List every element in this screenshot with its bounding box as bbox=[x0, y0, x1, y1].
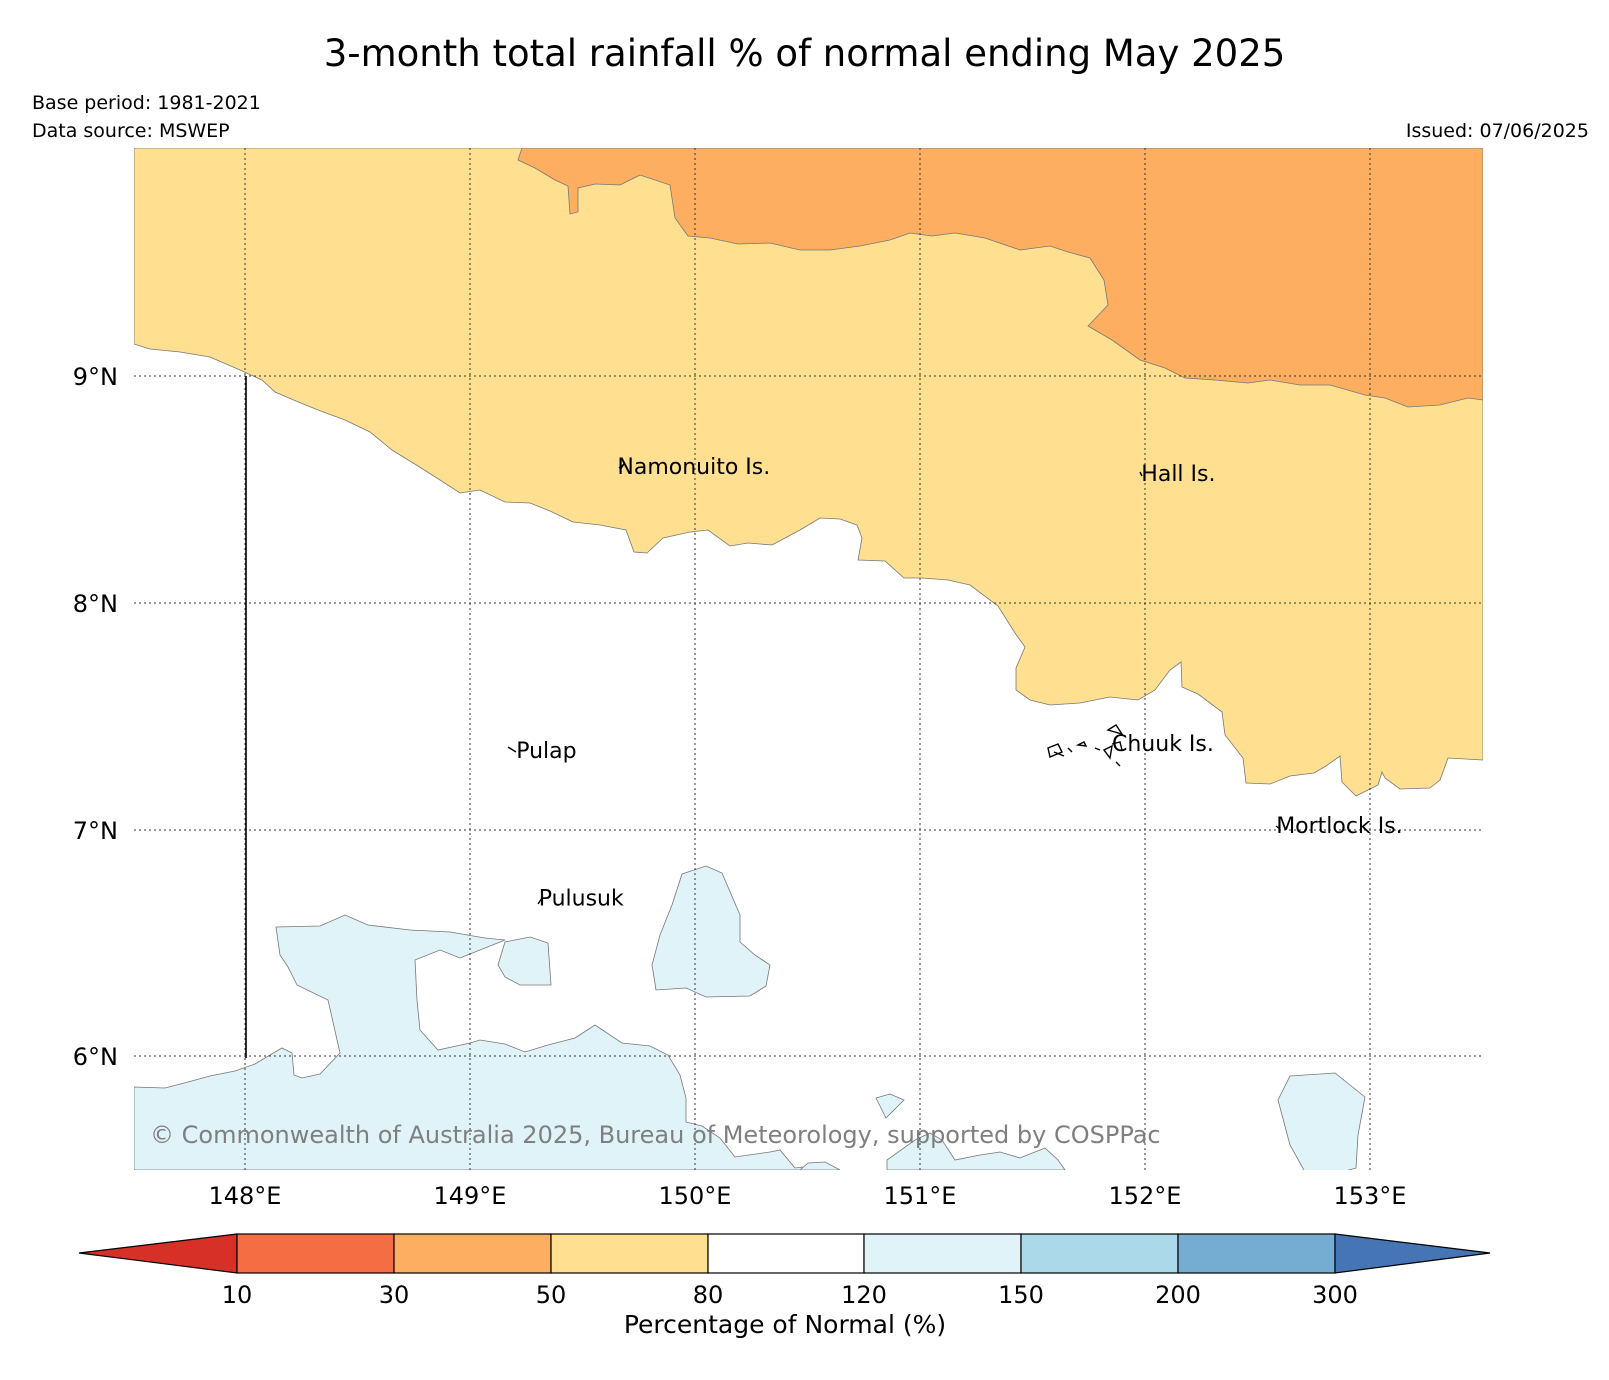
colorbar-above-300 bbox=[1334, 1233, 1491, 1274]
data-source: Data source: MSWEP bbox=[32, 120, 230, 142]
island-marks bbox=[507, 463, 1281, 905]
colorbar-10-30 bbox=[236, 1233, 395, 1274]
lon-label-150e: 150°E bbox=[659, 1182, 732, 1210]
colorbar-tick-300: 300 bbox=[1312, 1281, 1358, 1309]
place-label-namonuito-is: Namonuito Is. bbox=[617, 455, 770, 480]
latitude-labels: 9°N 8°N 7°N 6°N bbox=[73, 363, 118, 1071]
rainfall-zone-120-150 bbox=[799, 1161, 841, 1170]
place-label-pulusuk: Pulusuk bbox=[539, 887, 624, 912]
place-label-pulap: Pulap bbox=[516, 739, 576, 764]
lon-label-151e: 151°E bbox=[884, 1182, 957, 1210]
longitude-labels: 148°E 149°E 150°E 151°E 152°E 153°E bbox=[209, 1182, 1407, 1210]
map-gridlines bbox=[134, 148, 1483, 1170]
colorbar-tick-10: 10 bbox=[222, 1281, 253, 1309]
lat-label-7n: 7°N bbox=[73, 817, 118, 845]
issued-date: Issued: 07/06/2025 bbox=[1405, 120, 1589, 142]
colorbar-title: Percentage of Normal (%) bbox=[624, 1310, 946, 1339]
colorbar-tick-80: 80 bbox=[693, 1281, 724, 1309]
colorbar-80-120 bbox=[707, 1233, 865, 1274]
colorbar-50-80 bbox=[550, 1233, 709, 1274]
colorbar-tick-50: 50 bbox=[536, 1281, 567, 1309]
rainfall-zone-120-150 bbox=[134, 914, 841, 1170]
lon-label-153e: 153°E bbox=[1334, 1182, 1407, 1210]
place-label-chuuk-is: Chuuk Is. bbox=[1112, 732, 1214, 757]
colorbar-120-150 bbox=[863, 1233, 1022, 1274]
colorbar-tick-120: 120 bbox=[841, 1281, 887, 1309]
colorbar-150-200 bbox=[1020, 1233, 1179, 1274]
colorbar: 10 30 50 80 120 150 200 300 Percentage o… bbox=[78, 1233, 1491, 1339]
lat-label-6n: 6°N bbox=[73, 1043, 118, 1071]
rainfall-zone-120-150 bbox=[497, 936, 552, 986]
rainfall-zone-120-150 bbox=[875, 1093, 905, 1119]
colorbar-below-10 bbox=[78, 1233, 238, 1274]
lat-label-9n: 9°N bbox=[73, 363, 118, 391]
colorbar-tick-200: 200 bbox=[1155, 1281, 1201, 1309]
rainfall-map: Namonuito Is. Hall Is. Pulap Chuuk Is. Mortl… bbox=[134, 148, 1483, 1170]
rainfall-zone-30-50 bbox=[517, 148, 1483, 408]
lon-label-152e: 152°E bbox=[1109, 1182, 1182, 1210]
place-labels: Namonuito Is. Hall Is. Pulap Chuuk Is. Mortl… bbox=[516, 455, 1402, 912]
rainfall-zone-120-150 bbox=[1277, 1072, 1366, 1170]
lat-label-8n: 8°N bbox=[73, 590, 118, 618]
copyright-notice: © Commonwealth of Australia 2025, Bureau… bbox=[150, 1121, 1161, 1149]
map-title: 3-month total rainfall % of normal endin… bbox=[323, 32, 1286, 75]
colorbar-tick-30: 30 bbox=[379, 1281, 410, 1309]
lon-label-148e: 148°E bbox=[209, 1182, 282, 1210]
place-label-hall-is: Hall Is. bbox=[1141, 462, 1215, 487]
base-period: Base period: 1981-2021 bbox=[32, 92, 261, 114]
lon-label-149e: 149°E bbox=[434, 1182, 507, 1210]
colorbar-200-300 bbox=[1177, 1233, 1336, 1274]
colorbar-30-50 bbox=[393, 1233, 552, 1274]
rainfall-zone-120-150 bbox=[651, 865, 771, 998]
rainfall-zone-120-150 bbox=[886, 1132, 1066, 1170]
place-label-mortlock-is: Mortlock Is. bbox=[1276, 814, 1402, 839]
colorbar-tick-150: 150 bbox=[998, 1281, 1044, 1309]
